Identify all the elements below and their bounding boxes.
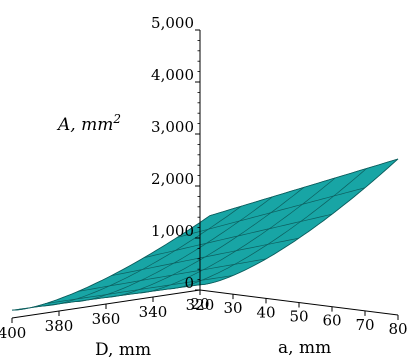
d-tick-label: 320 [186,296,215,314]
d-tick-label: 380 [45,317,74,335]
labels-layer: 0 1,000 2,000 3,000 4,000 5,000 20 30 40 50 60 70 80… [0,14,408,342]
surface-patch [11,158,399,311]
z-tick-label: 2,000 [151,170,194,188]
a-tick-label: 40 [256,303,275,321]
z-tick-label: 3,000 [151,118,194,136]
a-tick-label: 50 [289,308,308,326]
d-tick-label: 360 [92,310,121,328]
mesh-line-d [11,215,211,311]
z-tick-label: 5,000 [151,14,194,32]
a-tick-label: 70 [355,316,374,334]
axes-layer [11,29,399,323]
z-tick-label: 0 [184,274,194,292]
a-axis-label: a, mm [278,338,331,357]
surface-layer [11,158,399,311]
d-axis-label: D, mm [95,340,151,357]
mesh-line-d [43,205,242,307]
a-tick-label: 30 [223,299,242,317]
d-tick-label: 400 [0,324,26,342]
d-tick-label: 340 [139,303,168,321]
z-tick-label: 1,000 [151,222,194,240]
a-tick-label: 20 [190,295,209,313]
z-tick-label: 4,000 [151,66,194,84]
z-axis-label-superscript: 2 [112,112,121,126]
mesh-line-a [209,158,399,216]
a-tick-label: 60 [322,312,341,330]
a-tick-label: 80 [388,320,407,338]
z-axis-label: A, mm2 [56,112,121,135]
